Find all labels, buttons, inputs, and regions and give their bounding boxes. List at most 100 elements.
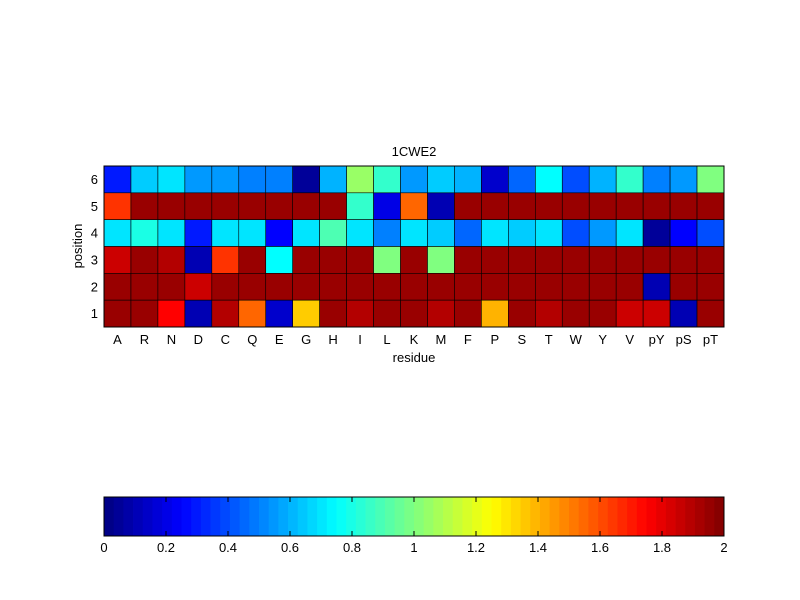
heatmap-cell bbox=[319, 165, 347, 194]
heatmap-cell bbox=[454, 246, 482, 274]
y-tick-label: 5 bbox=[91, 199, 98, 214]
colorbar-segment bbox=[133, 497, 144, 536]
colorbar-segment bbox=[636, 497, 647, 536]
heatmap-cell bbox=[427, 246, 455, 274]
colorbar-segment bbox=[346, 497, 357, 536]
colorbar-segment bbox=[520, 497, 531, 536]
colorbar-segment bbox=[220, 497, 231, 536]
heatmap-cell bbox=[427, 273, 455, 301]
colorbar-segment bbox=[414, 497, 425, 536]
colorbar-segment bbox=[510, 497, 521, 536]
heatmap-cell bbox=[481, 192, 509, 220]
x-tick-label: pS bbox=[676, 332, 692, 347]
heatmap-cell bbox=[615, 192, 644, 220]
heatmap-cell bbox=[292, 299, 320, 328]
heatmap-cell bbox=[508, 219, 536, 247]
heatmap-cell bbox=[373, 165, 401, 194]
colorbar-segment bbox=[317, 497, 328, 536]
heatmap-cell bbox=[319, 299, 347, 328]
heatmap-cell bbox=[561, 165, 590, 194]
heatmap-cell bbox=[669, 299, 698, 328]
colorbar-segment bbox=[384, 497, 396, 536]
colorbar-segment bbox=[394, 497, 405, 536]
heatmap-cell bbox=[103, 219, 132, 247]
heatmap-cell bbox=[211, 273, 240, 301]
x-tick-label: Q bbox=[247, 332, 257, 347]
heatmap-cell bbox=[265, 219, 293, 247]
x-tick-label: Y bbox=[598, 332, 607, 347]
heatmap-cell bbox=[238, 246, 267, 274]
colorbar-segment bbox=[481, 497, 492, 536]
heatmap-cell bbox=[184, 299, 213, 328]
heatmap-cell bbox=[319, 246, 347, 274]
heatmap-cell bbox=[642, 273, 671, 301]
heatmap-cell bbox=[642, 299, 671, 328]
chart-title: 1CWE2 bbox=[392, 144, 437, 159]
colorbar-segment bbox=[229, 497, 241, 536]
colorbar-segment bbox=[307, 497, 318, 536]
heatmap-cell bbox=[292, 192, 320, 220]
heatmap-cell bbox=[615, 299, 644, 328]
colorbar-segment bbox=[423, 497, 434, 536]
heatmap-cell bbox=[211, 246, 240, 274]
heatmap-cell bbox=[211, 219, 240, 247]
colorbar-segment bbox=[598, 497, 609, 536]
heatmap-cell bbox=[642, 246, 671, 274]
colorbar-segment bbox=[569, 497, 580, 536]
colorbar-segment bbox=[646, 497, 657, 536]
heatmap-cell bbox=[669, 165, 698, 194]
heatmap-cell bbox=[615, 165, 644, 194]
colorbar-segment bbox=[627, 497, 638, 536]
x-tick-label: F bbox=[464, 332, 472, 347]
y-tick-label: 1 bbox=[91, 306, 98, 321]
colorbar-segment bbox=[152, 497, 163, 536]
colorbar-segment bbox=[113, 497, 124, 536]
heatmap-cell bbox=[292, 165, 320, 194]
heatmap-cell bbox=[534, 246, 563, 274]
colorbar-segment bbox=[249, 497, 260, 536]
heatmap-cell bbox=[508, 299, 536, 328]
heatmap-cell bbox=[103, 246, 132, 274]
colorbar-segment bbox=[549, 497, 560, 536]
heatmap-cell bbox=[292, 273, 320, 301]
heatmap-cell bbox=[427, 192, 455, 220]
x-tick-label: K bbox=[410, 332, 419, 347]
heatmap-cell bbox=[534, 299, 563, 328]
heatmap-cell bbox=[508, 165, 536, 194]
colorbar-segment bbox=[462, 497, 473, 536]
colorbar-segment bbox=[443, 497, 454, 536]
colorbar-segment bbox=[714, 497, 725, 536]
heatmap-cell bbox=[427, 165, 455, 194]
heatmap-cell bbox=[534, 192, 563, 220]
heatmap-cell bbox=[238, 219, 267, 247]
heatmap-cell bbox=[588, 273, 617, 301]
colorbar-tick-label: 0 bbox=[100, 540, 107, 555]
colorbar-segment bbox=[375, 497, 386, 536]
colorbar-tick-label: 1 bbox=[410, 540, 417, 555]
heatmap-cell bbox=[400, 246, 428, 274]
heatmap-cell bbox=[588, 246, 617, 274]
x-tick-label: D bbox=[194, 332, 203, 347]
x-tick-label: N bbox=[167, 332, 176, 347]
heatmap-cell bbox=[400, 299, 428, 328]
heatmap-cell bbox=[400, 273, 428, 301]
heatmap-cell bbox=[130, 273, 159, 301]
heatmap-cell bbox=[400, 192, 428, 220]
heatmap-cell bbox=[157, 192, 186, 220]
colorbar-segment bbox=[181, 497, 192, 536]
heatmap-cell bbox=[669, 273, 698, 301]
heatmap-cell bbox=[319, 273, 347, 301]
colorbar-segment bbox=[288, 497, 299, 536]
colorbar-segment bbox=[326, 497, 337, 536]
heatmap-cell bbox=[615, 246, 644, 274]
y-axis-label: position bbox=[70, 224, 85, 269]
colorbar-segment bbox=[142, 497, 153, 536]
colorbar-segment bbox=[539, 497, 551, 536]
heatmap-cell bbox=[238, 299, 267, 328]
heatmap-cell bbox=[346, 219, 374, 247]
colorbar-segment bbox=[104, 497, 115, 536]
colorbar-tick-labels: 0 0.2 0.4 0.6 0.8 1 1.2 1.4 1.6 1.8 2 bbox=[100, 497, 728, 555]
heatmap-cell bbox=[696, 192, 725, 220]
heatmap-cell bbox=[211, 165, 240, 194]
